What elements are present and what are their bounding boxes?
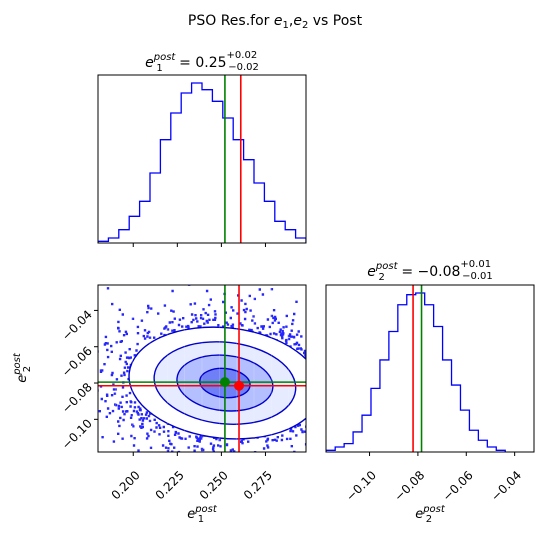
- e1-panel-title: epost 1 = 0.25+0.02 −0.02: [145, 50, 259, 74]
- joint-y-tick-label: −0.04: [59, 307, 95, 343]
- e2-histogram-frame: [326, 285, 534, 452]
- e2-x-tick-label: −0.08: [392, 468, 428, 504]
- e2-x-tick-label: −0.06: [440, 468, 476, 504]
- e2-x-tick-label: −0.10: [343, 468, 379, 504]
- joint-estimate-marker: [220, 377, 230, 387]
- e1-histogram-panel: epost 1 = 0.25+0.02 −0.02: [98, 50, 306, 247]
- joint-scatter-panel: 0.200 0.225 0.250 0.275−0.04−0.06−0.08−0.10…: [0, 274, 450, 525]
- e1-histogram-step: [98, 83, 306, 243]
- e2-histogram-panel: epost 2 = −0.08+0.01 −0.01 −0.10 −0.08 −0.06…: [326, 259, 534, 525]
- joint-x-tick-label: 0.275: [241, 468, 275, 502]
- e2-panel-title: epost 2 = −0.08+0.01 −0.01: [367, 259, 492, 283]
- joint-truth-marker: [234, 381, 244, 391]
- joint-y-axis-label: epost2: [12, 352, 33, 383]
- joint-y-tick-label: −0.08: [59, 380, 95, 416]
- e2-x-tick-label: −0.04: [488, 468, 524, 504]
- joint-x-tick-label: 0.225: [153, 468, 187, 502]
- joint-x-tick-label: 0.200: [109, 468, 143, 502]
- joint-y-tick-label: −0.06: [59, 344, 95, 380]
- joint-y-tick-label: −0.10: [59, 416, 95, 452]
- e2-x-axis-label: epost 2: [415, 504, 446, 525]
- joint-x-axis-label: epost 1: [187, 504, 218, 525]
- figure-title: PSO Res.for e1,e2 vs Post: [188, 13, 363, 31]
- joint-x-tick-label: 0.250: [197, 468, 231, 502]
- e2-histogram-step: [326, 293, 505, 452]
